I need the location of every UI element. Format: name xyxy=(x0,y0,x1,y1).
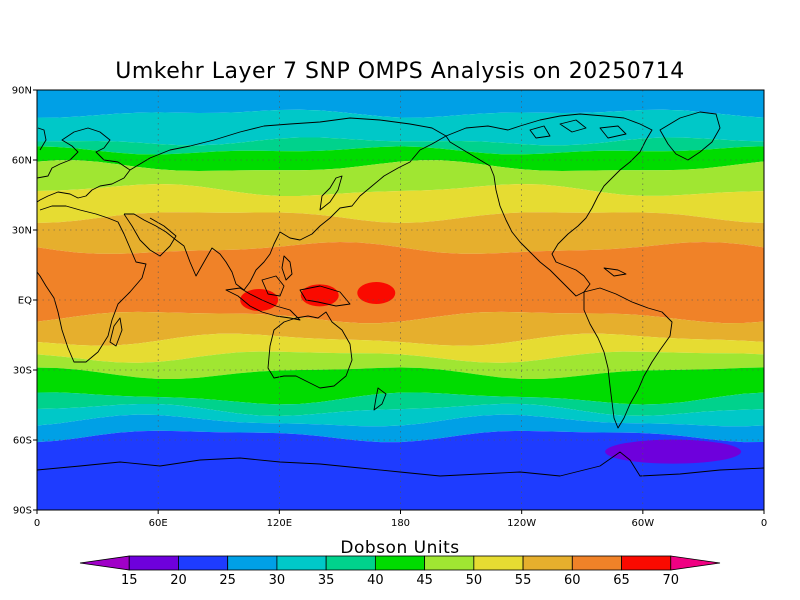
colorbar-label: Dobson Units xyxy=(340,538,459,558)
colorbar-segment xyxy=(621,555,672,571)
contour-band xyxy=(37,311,764,346)
ozone-minimum-patch xyxy=(605,439,742,464)
coastline-asia xyxy=(124,117,447,291)
colorbar-tick-label: 25 xyxy=(219,573,236,588)
contour-extrema xyxy=(240,282,742,464)
lat-tick-label: 90N xyxy=(12,86,32,97)
contour-band xyxy=(37,146,764,171)
lon-tick-label: 120E xyxy=(267,518,292,529)
coastline-philippines xyxy=(281,255,293,281)
lat-tick-label: 30N xyxy=(12,226,32,237)
colorbar-segment xyxy=(522,555,573,571)
lon-tick-label: 180 xyxy=(391,518,410,529)
colorbar-tick-label: 45 xyxy=(416,573,433,588)
colorbar-under-arrow xyxy=(79,555,130,571)
contour-band xyxy=(37,184,764,223)
coastline-europe xyxy=(37,127,131,203)
contour-band xyxy=(37,333,764,363)
lon-tick-label: 60W xyxy=(632,518,655,529)
map-axes: 0 60E 120E 180 120W 60W 0 90N 60N 30N EQ 30S 60S 90S xyxy=(12,86,767,530)
lon-tick-label: 120W xyxy=(507,518,536,529)
coastline-antarctica xyxy=(37,451,764,477)
contour-band xyxy=(37,367,764,405)
contour-band xyxy=(37,90,764,118)
colorbar-segment xyxy=(128,555,179,571)
colorbar-tick-label: 55 xyxy=(515,573,532,588)
contour-band xyxy=(37,414,764,443)
lon-tick-label: 0 xyxy=(761,518,767,529)
coastline-caribbean xyxy=(603,267,627,277)
colorbar-tick-label: 40 xyxy=(367,573,384,588)
colorbar-segment xyxy=(325,555,376,571)
coastline-newzealand xyxy=(373,387,387,411)
colorbar-tick-label: 20 xyxy=(170,573,187,588)
colorbar-tick-label: 30 xyxy=(269,573,286,588)
ozone-maximum-patch xyxy=(300,284,339,307)
contour-band xyxy=(37,109,764,146)
colorbar-segment xyxy=(571,555,622,571)
map-title: Umkehr Layer 7 SNP OMPS Analysis on 2025… xyxy=(115,59,685,84)
coastline-japan xyxy=(319,175,343,211)
coastline-north-america xyxy=(445,113,653,297)
colorbar-segment xyxy=(473,555,524,571)
colorbar-tick-label: 60 xyxy=(564,573,581,588)
coastline-arabia xyxy=(123,213,177,257)
colorbar-segment xyxy=(374,555,426,571)
colorbar-tick-label: 35 xyxy=(318,573,335,588)
colorbar-segment xyxy=(424,555,475,571)
colorbar-tick-label: 70 xyxy=(662,573,679,588)
coastline-greenland xyxy=(659,111,721,161)
colorbar-segment xyxy=(227,555,278,571)
ozone-maximum-patch xyxy=(240,289,279,311)
colorbar-tick-label: 65 xyxy=(613,573,630,588)
coastline-madagascar xyxy=(109,317,123,347)
colorbar: 15 20 25 30 35 40 45 50 55 60 65 70 xyxy=(79,555,721,588)
graticule xyxy=(37,90,764,510)
lat-tick-label: 60S xyxy=(13,436,32,447)
lat-tick-label: EQ xyxy=(18,296,32,307)
coastline-britain xyxy=(37,127,47,151)
colorbar-segment xyxy=(178,555,229,571)
ozone-maximum-patch xyxy=(357,282,396,304)
coastlines xyxy=(37,111,764,477)
coastline-africa xyxy=(37,205,147,363)
colorbar-tick-label: 50 xyxy=(466,573,483,588)
lon-tick-label: 0 xyxy=(34,518,40,529)
colorbar-over-arrow xyxy=(670,555,721,571)
lat-tick-label: 90S xyxy=(13,506,32,517)
coastline-australia xyxy=(267,311,353,389)
colorbar-tick-label: 15 xyxy=(121,573,138,588)
lon-tick-label: 60E xyxy=(149,518,168,529)
colorbar-segment xyxy=(276,555,327,571)
ozone-field xyxy=(37,90,764,510)
lat-tick-label: 60N xyxy=(12,156,32,167)
coastline-indonesia xyxy=(225,275,351,321)
coastline-south-america xyxy=(583,287,673,429)
lat-tick-label: 30S xyxy=(13,366,32,377)
coastline-arctic-islands xyxy=(529,119,627,139)
